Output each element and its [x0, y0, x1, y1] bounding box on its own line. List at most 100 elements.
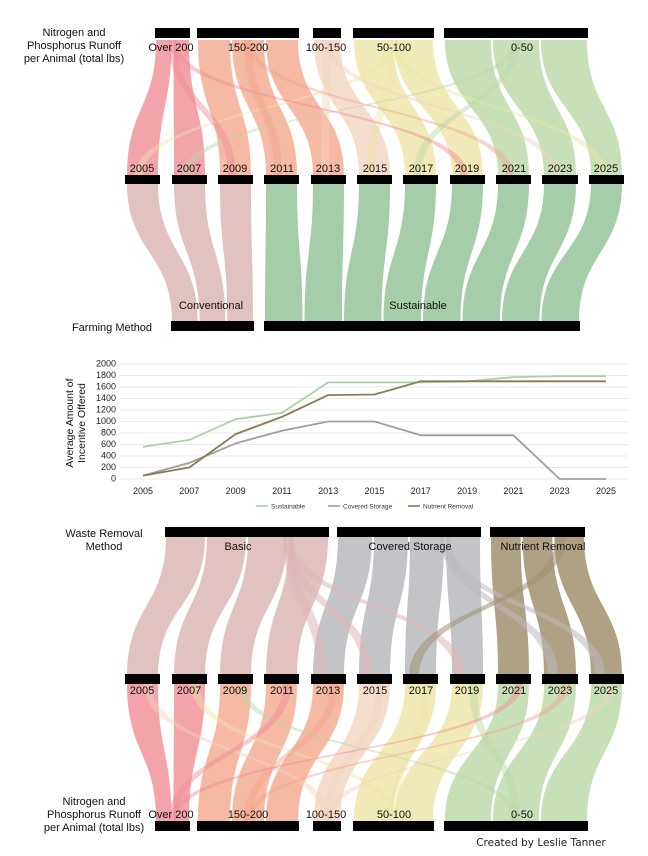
bottom-method-label-basic: Basic	[225, 541, 252, 553]
top-year-node-bar	[125, 175, 160, 184]
year-to-runoff-crossflow	[144, 684, 331, 821]
year-to-runoff-crossflow	[244, 684, 338, 821]
bottom-waste-method-title-line1: Waste Removal	[65, 528, 142, 540]
year-to-runoff-crossflow	[237, 684, 520, 821]
waste-to-year-crossflow	[283, 536, 466, 676]
waste-method-node-bar	[165, 527, 329, 537]
line-chart-ylabel-line1: Average Amount of	[64, 378, 76, 467]
bottom-year-label: 2011	[270, 685, 294, 697]
bottom-year-label: 2017	[409, 685, 433, 697]
bottom-year-label: 2023	[548, 685, 572, 697]
top-category-label-150-200: 150-200	[228, 42, 268, 54]
farming-method-node-bar	[264, 321, 580, 331]
top-year-node-bar	[589, 175, 624, 184]
bottom-runoff-node-bar	[353, 821, 434, 831]
top-category-label-0-50: 0-50	[511, 42, 533, 54]
waste-to-year-ribbon	[266, 536, 328, 676]
x-tick-label: 2013	[318, 486, 338, 496]
bottom-runoff-node-bar	[313, 821, 341, 831]
runoff-to-year-ribbon	[354, 40, 436, 176]
runoff-to-year-crossflow	[135, 40, 398, 176]
line-chart-ylabel-line2: Incentive Offered	[76, 383, 88, 463]
bottom-year-node-bar	[496, 674, 531, 684]
year-to-farming-ribbon	[541, 183, 622, 322]
waste-to-year-crossflow	[440, 536, 558, 676]
runoff-to-year-crossflow	[244, 40, 282, 176]
runoff-to-year-ribbon	[541, 40, 622, 176]
waste-to-year-ribbon	[127, 536, 205, 676]
y-tick-label: 600	[101, 439, 116, 449]
bottom-runoff-node-bar	[444, 821, 588, 831]
bottom-year-label: 2025	[594, 685, 618, 697]
year-to-farming-ribbon	[304, 183, 344, 322]
waste-to-year-ribbon	[522, 536, 576, 676]
runoff-to-year-crossflow	[323, 40, 560, 176]
top-year-node-bar	[311, 175, 346, 184]
top-year-node-bar	[450, 175, 485, 184]
year-to-runoff-ribbon	[394, 684, 483, 821]
year-to-runoff-crossflow	[168, 684, 291, 821]
year-to-runoff-ribbon	[198, 684, 251, 821]
bottom-runoff-node-bar	[155, 821, 190, 831]
bottom-year-label: 2013	[316, 685, 340, 697]
bottom-year-node-bar	[357, 674, 392, 684]
bottom-category-label-0-50: 0-50	[511, 809, 533, 821]
year-to-runoff-crossflow	[168, 684, 523, 821]
top-runoff-node-bar	[444, 28, 588, 38]
top-year-label: 2017	[409, 163, 433, 175]
top-year-label: 2009	[223, 163, 247, 175]
top-method-label-sustainable: Sustainable	[389, 300, 447, 312]
runoff-to-year-ribbon	[173, 40, 205, 176]
waste-to-year-ribbon	[174, 536, 246, 676]
bottom-method-label-covered-storage: Covered Storage	[368, 541, 451, 553]
bottom-category-label-over-200: Over 200	[148, 809, 193, 821]
runoff-to-year-crossflow	[168, 40, 468, 176]
y-tick-label: 1400	[96, 393, 116, 403]
waste-to-year-crossflow	[409, 536, 567, 676]
bottom-category-label-100-150: 100-150	[306, 809, 346, 821]
year-to-runoff-crossflow	[244, 684, 570, 821]
year-to-farming-ribbon	[423, 183, 483, 322]
bottom-runoff-title-line1: Nitrogen and	[63, 796, 126, 808]
bottom-year-label: 2019	[455, 685, 479, 697]
runoff-to-year-ribbon	[127, 40, 172, 176]
top-year-node-bar	[172, 175, 207, 184]
y-tick-label: 800	[101, 428, 116, 438]
x-tick-label: 2007	[179, 486, 199, 496]
top-sankey-ribbons	[127, 40, 622, 322]
top-runoff-node-bar	[313, 28, 341, 38]
y-tick-label: 0	[111, 474, 116, 484]
bottom-runoff-title-line3: per Animal (total lbs)	[44, 822, 144, 834]
bottom-year-node-bar	[542, 674, 578, 684]
year-to-runoff-ribbon	[354, 684, 436, 821]
bottom-category-label-50-100: 50-100	[377, 809, 411, 821]
year-to-runoff-ribbon	[266, 684, 344, 821]
bottom-year-node-bar	[589, 674, 624, 684]
runoff-to-year-crossflow	[182, 40, 520, 176]
runoff-to-year-ribbon	[394, 40, 483, 176]
bottom-category-label-150-200: 150-200	[228, 809, 268, 821]
year-to-farming-ribbon	[265, 183, 303, 322]
top-year-labels: 2005 2007 2009 2011 2013 2015 2017 2019 …	[130, 163, 618, 175]
waste-to-year-ribbon	[405, 536, 444, 676]
x-tick-label: 2015	[364, 486, 384, 496]
series-line-nutrient-removal	[142, 380, 606, 477]
top-year-label: 2015	[363, 163, 387, 175]
x-tick-label: 2023	[550, 486, 570, 496]
runoff-to-year-ribbon	[445, 40, 529, 176]
top-method-label-conventional: Conventional	[179, 300, 243, 312]
bottom-year-labels: 2005 2007 2009 2011 2013 2015 2017 2019 …	[130, 685, 618, 697]
series-line-covered-storage	[142, 420, 606, 480]
year-to-runoff-crossflow	[191, 684, 398, 821]
bottom-waste-method-title-line2: Method	[86, 541, 123, 553]
y-tick-label: 1000	[96, 416, 116, 426]
top-year-label: 2019	[455, 163, 479, 175]
top-year-label: 2011	[270, 163, 294, 175]
year-to-runoff-crossflow	[469, 684, 520, 821]
waste-method-node-bar	[490, 527, 585, 537]
year-to-runoff-ribbon	[173, 684, 205, 821]
legend-label-covered-storage: Covered Storage	[343, 504, 393, 511]
runoff-to-year-crossflow	[244, 40, 514, 176]
